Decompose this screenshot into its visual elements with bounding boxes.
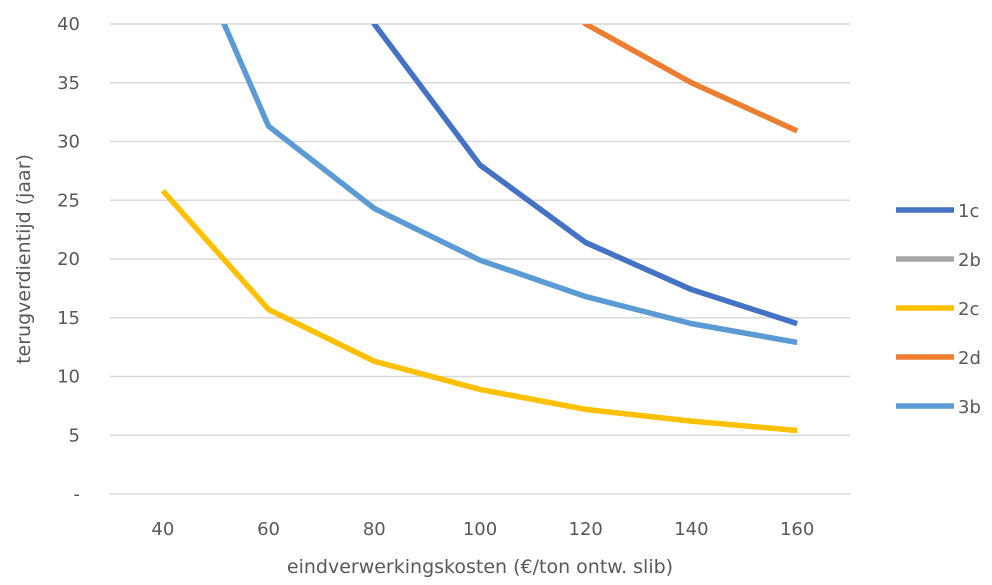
legend-label-2d: 2d [958, 348, 981, 369]
x-tick-label: 80 [363, 519, 386, 540]
x-tick-label: 60 [257, 519, 280, 540]
series-line-2c [160, 189, 798, 434]
x-tick-label: 120 [569, 519, 603, 540]
y-tick-label: 20 [57, 249, 80, 270]
series-line-1c [371, 24, 798, 327]
x-axis-ticks: 40 60 80 100 120 140 160 [151, 519, 814, 540]
legend-label-2b: 2b [958, 250, 981, 271]
x-tick-label: 40 [151, 519, 174, 540]
y-axis-title: terugverdientijd (jaar) [13, 154, 35, 364]
y-tick-label: - [74, 484, 81, 505]
legend-label-1c: 1c [958, 201, 979, 222]
x-axis-title: eindverwerkingskosten (€/ton ontw. slib) [287, 556, 673, 578]
y-tick-label: 5 [69, 425, 80, 446]
x-tick-label: 160 [780, 519, 814, 540]
x-tick-label: 100 [463, 519, 497, 540]
series-line-3b [221, 24, 798, 346]
y-tick-label: 10 [57, 367, 80, 388]
x-tick-label: 140 [674, 519, 708, 540]
legend-label-2c: 2c [958, 299, 979, 320]
y-tick-label: 15 [57, 308, 80, 329]
legend: 1c 2b 2c 2d 3b [896, 201, 981, 418]
y-tick-label: 30 [57, 132, 80, 153]
y-axis-ticks: - 5 10 15 20 25 30 35 40 [57, 14, 80, 505]
y-tick-label: 25 [57, 190, 80, 211]
series-lines [160, 24, 799, 434]
series-line-2d [582, 24, 799, 134]
y-tick-label: 35 [57, 73, 80, 94]
y-tick-label: 40 [57, 14, 80, 35]
legend-label-3b: 3b [958, 397, 981, 418]
